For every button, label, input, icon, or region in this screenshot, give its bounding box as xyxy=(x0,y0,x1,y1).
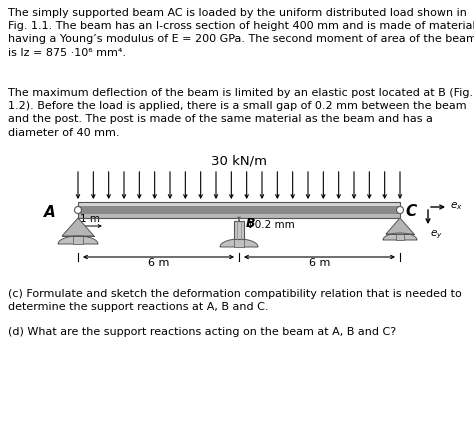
Bar xyxy=(234,221,244,239)
Polygon shape xyxy=(220,239,258,247)
Text: 6 m: 6 m xyxy=(309,258,330,268)
Text: The maximum deflection of the beam is limited by an elastic post located at B (F: The maximum deflection of the beam is li… xyxy=(8,88,473,138)
Bar xyxy=(73,236,83,244)
Text: B: B xyxy=(246,217,255,230)
Text: $e_y$: $e_y$ xyxy=(430,229,443,241)
Text: The simply supported beam AC is loaded by the uniform distributed load shown in
: The simply supported beam AC is loaded b… xyxy=(8,8,474,58)
Bar xyxy=(78,202,400,218)
Text: $e_x$: $e_x$ xyxy=(450,200,463,212)
Text: A: A xyxy=(44,205,56,220)
Text: C: C xyxy=(405,204,416,219)
Circle shape xyxy=(74,207,82,213)
Bar xyxy=(396,234,404,240)
Bar xyxy=(234,239,244,247)
Polygon shape xyxy=(383,233,417,240)
Text: 6 m: 6 m xyxy=(148,258,169,268)
Polygon shape xyxy=(58,236,98,244)
Text: 30 kN/m: 30 kN/m xyxy=(211,155,267,168)
Bar xyxy=(78,206,400,214)
Text: 1 m: 1 m xyxy=(80,214,100,224)
Bar xyxy=(78,202,400,206)
Bar xyxy=(78,214,400,218)
Text: ↕0.2 mm: ↕0.2 mm xyxy=(246,220,295,230)
Circle shape xyxy=(396,207,403,213)
Polygon shape xyxy=(386,218,414,234)
Text: (d) What are the support reactions acting on the beam at A, B and C?: (d) What are the support reactions actin… xyxy=(8,327,396,337)
Text: (c) Formulate and sketch the deformation compatibility relation that is needed t: (c) Formulate and sketch the deformation… xyxy=(8,289,462,312)
Polygon shape xyxy=(62,218,94,236)
